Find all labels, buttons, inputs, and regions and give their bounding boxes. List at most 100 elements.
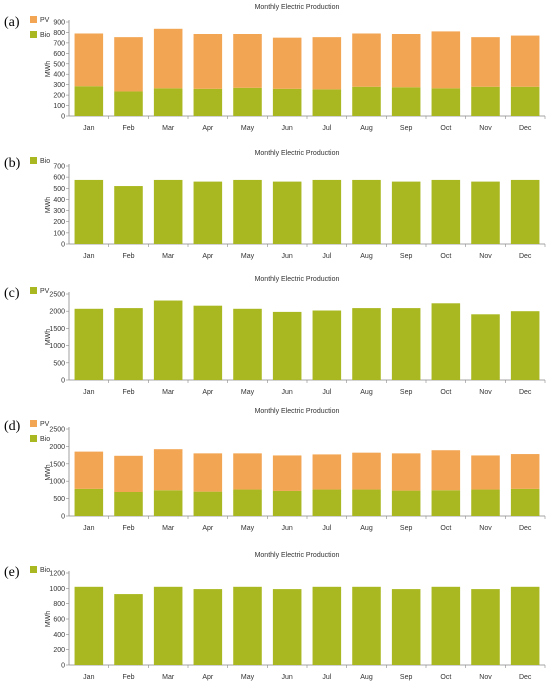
bar-bio-jun (272, 88, 302, 116)
legend-label-pv: PV (40, 421, 50, 428)
x-tick-label: Mar (162, 253, 175, 260)
bar-bio-jul (312, 586, 342, 665)
chart-panel-c: (c) Monthly Electric Production PV MWh 0 500 1… (0, 268, 550, 398)
bar-bio-jan (74, 179, 104, 244)
chart-panel-b: (b) Monthly Electric Production Bio MWh 0 100… (0, 138, 550, 268)
legend-label-bio: Bio (40, 158, 50, 165)
y-tick-label: 2500 (49, 292, 65, 299)
x-tick-label: Aug (360, 674, 373, 681)
x-tick-label: Mar (162, 389, 175, 396)
y-axis-label: MWh (45, 329, 52, 345)
bar-bio-oct (431, 179, 461, 244)
y-tick-label: 0 (61, 242, 65, 249)
x-tick-label: Feb (122, 674, 134, 681)
y-axis-label: MWh (45, 464, 52, 480)
bar-pv-nov (471, 455, 500, 490)
panel-letter: (e) (4, 565, 20, 580)
x-tick-label: Oct (440, 389, 451, 396)
x-tick-label: Nov (479, 125, 492, 132)
bar-bio-feb (114, 491, 143, 516)
x-tick-label: Jul (322, 525, 331, 532)
bar-bio-jul (312, 89, 342, 116)
chart-svg-d: (d) Monthly Electric Production PV Bio MWh 0 5… (4, 408, 546, 532)
x-tick-label: Mar (162, 125, 175, 132)
bar-pv-jun (272, 311, 302, 380)
y-tick-label: 1500 (49, 326, 65, 333)
x-tick-label: Apr (202, 125, 214, 132)
bar-bio-apr (193, 88, 223, 116)
bar-pv-jul (312, 37, 342, 90)
x-tick-label: Dec (519, 125, 532, 132)
y-tick-label: 1000 (49, 343, 65, 350)
bar-bio-jan (74, 586, 104, 665)
bar-pv-dec (510, 35, 540, 87)
legend-swatch-pv (30, 420, 37, 427)
chart-svg-b: (b) Monthly Electric Production Bio MWh 0 100… (4, 150, 546, 260)
y-tick-label: 400 (53, 72, 65, 79)
x-tick-label: Jun (282, 674, 293, 681)
x-tick-label: Mar (162, 674, 175, 681)
bar-bio-feb (114, 91, 143, 116)
y-axis-label: MWh (45, 197, 52, 213)
legend-label-pv: PV (40, 288, 50, 295)
bar-bio-jun (272, 181, 302, 244)
y-tick-label: 300 (53, 82, 65, 89)
y-tick-label: 500 (53, 61, 65, 68)
x-tick-label: Oct (440, 125, 451, 132)
bar-bio-nov (471, 86, 500, 116)
x-tick-label: Sep (400, 125, 413, 132)
bar-pv-jun (272, 455, 302, 491)
bar-pv-feb (114, 455, 143, 492)
y-tick-label: 100 (53, 103, 65, 110)
bar-pv-sep (391, 308, 421, 380)
chart-svg-c: (c) Monthly Electric Production PV MWh 0 500 1… (4, 276, 546, 396)
x-tick-label: Oct (440, 253, 451, 260)
x-tick-label: Jan (83, 389, 94, 396)
bar-bio-aug (352, 586, 381, 665)
y-tick-label: 500 (53, 186, 65, 193)
bar-bio-apr (193, 491, 223, 516)
bar-bio-sep (391, 181, 421, 244)
bar-pv-jul (312, 454, 342, 490)
y-tick-label: 2000 (49, 309, 65, 316)
bar-bio-nov (471, 181, 500, 244)
bar-pv-may (233, 308, 262, 380)
bar-bio-dec (510, 586, 540, 665)
y-tick-label: 300 (53, 208, 65, 215)
y-tick-label: 0 (61, 114, 65, 121)
bar-pv-mar (153, 300, 183, 380)
bar-pv-aug (352, 33, 381, 87)
legend-label-bio: Bio (40, 567, 50, 574)
bar-pv-dec (510, 454, 540, 489)
x-tick-label: Oct (440, 674, 451, 681)
y-tick-label: 400 (53, 632, 65, 639)
bar-bio-oct (431, 586, 461, 665)
chart-svg-e: (e) Monthly Electric Production Bio MWh 0 200… (4, 552, 546, 681)
chart-svg-a: (a) Monthly Electric Production PV Bio MWh 0 1… (4, 4, 546, 132)
y-tick-label: 800 (53, 601, 65, 608)
y-tick-label: 700 (53, 40, 65, 47)
bar-bio-jan (74, 488, 104, 516)
bar-bio-sep (391, 87, 421, 116)
bar-pv-apr (193, 34, 223, 89)
legend-label-bio: Bio (40, 436, 50, 443)
x-tick-label: Jan (83, 674, 94, 681)
x-tick-label: Sep (400, 525, 413, 532)
bar-pv-mar (153, 449, 183, 491)
bar-bio-aug (352, 179, 381, 244)
bar-bio-mar (153, 586, 183, 665)
x-tick-label: Jan (83, 125, 94, 132)
x-tick-label: Jun (282, 389, 293, 396)
y-tick-label: 700 (53, 164, 65, 171)
x-tick-label: Aug (360, 125, 373, 132)
x-tick-label: Feb (122, 389, 134, 396)
bar-pv-jan (74, 33, 104, 87)
y-tick-label: 200 (53, 219, 65, 226)
bar-bio-dec (510, 86, 540, 116)
bar-bio-mar (153, 490, 183, 516)
y-tick-label: 800 (53, 30, 65, 37)
bar-pv-oct (431, 31, 461, 89)
x-tick-label: Nov (479, 389, 492, 396)
bar-pv-sep (391, 453, 421, 491)
chart-panel-d: (d) Monthly Electric Production PV Bio MWh 0 5… (0, 398, 550, 538)
